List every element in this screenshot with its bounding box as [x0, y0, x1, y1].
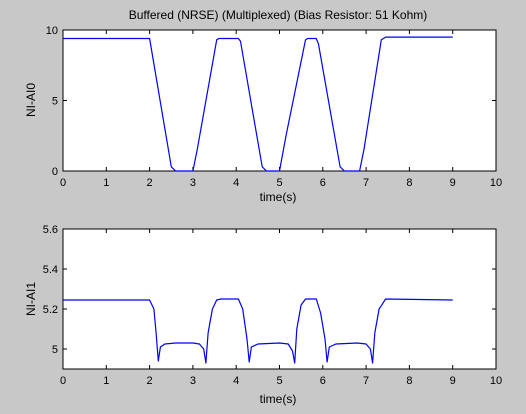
bottom-series-line — [63, 298, 453, 364]
bottom-x-axis-label: time(s) — [260, 392, 297, 406]
x-tick-label: 3 — [190, 177, 196, 189]
x-tick-label: 9 — [450, 375, 456, 387]
bottom-y-axis-label: NI-AI1 — [24, 282, 38, 316]
x-tick-label: 0 — [60, 375, 66, 387]
y-tick-label: 5.4 — [43, 264, 58, 276]
top-x-axis-label: time(s) — [260, 190, 297, 204]
x-tick-label: 8 — [406, 177, 412, 189]
top-y-axis-label: NI-AI0 — [24, 83, 38, 117]
x-tick-label: 10 — [490, 375, 502, 387]
y-tick-label: 10 — [46, 25, 58, 37]
y-tick-label: 5.2 — [43, 304, 58, 316]
x-tick-label: 3 — [190, 375, 196, 387]
y-tick-label: 5.6 — [43, 224, 58, 236]
x-tick-label: 7 — [363, 177, 369, 189]
x-tick-label: 6 — [320, 375, 326, 387]
x-tick-label: 1 — [103, 177, 109, 189]
x-tick-label: 4 — [233, 375, 239, 387]
x-tick-label: 1 — [103, 375, 109, 387]
bottom-axes: 0 1 2 3 4 5 6 7 8 9 10 5 5.2 5.4 5.6 — [43, 224, 502, 387]
top-axes: 0 1 2 3 4 5 6 7 8 9 10 0 5 10 — [46, 25, 502, 189]
x-tick-label: 5 — [276, 177, 282, 189]
bottom-plot-area — [62, 228, 497, 370]
y-tick-label: 5 — [52, 344, 58, 356]
top-series-line — [63, 36, 453, 172]
x-tick-label: 6 — [320, 177, 326, 189]
chart-title: Buffered (NRSE) (Multiplexed) (Bias Resi… — [129, 8, 428, 22]
x-tick-label: 4 — [233, 177, 239, 189]
y-tick-label: 0 — [52, 166, 58, 178]
x-tick-label: 2 — [147, 177, 153, 189]
x-tick-label: 0 — [60, 177, 66, 189]
x-tick-label: 7 — [363, 375, 369, 387]
x-tick-label: 9 — [450, 177, 456, 189]
x-tick-label: 2 — [147, 375, 153, 387]
x-tick-label: 8 — [406, 375, 412, 387]
x-tick-label: 5 — [276, 375, 282, 387]
x-tick-label: 10 — [490, 177, 502, 189]
y-tick-label: 5 — [52, 96, 58, 108]
top-plot-area — [62, 29, 497, 172]
